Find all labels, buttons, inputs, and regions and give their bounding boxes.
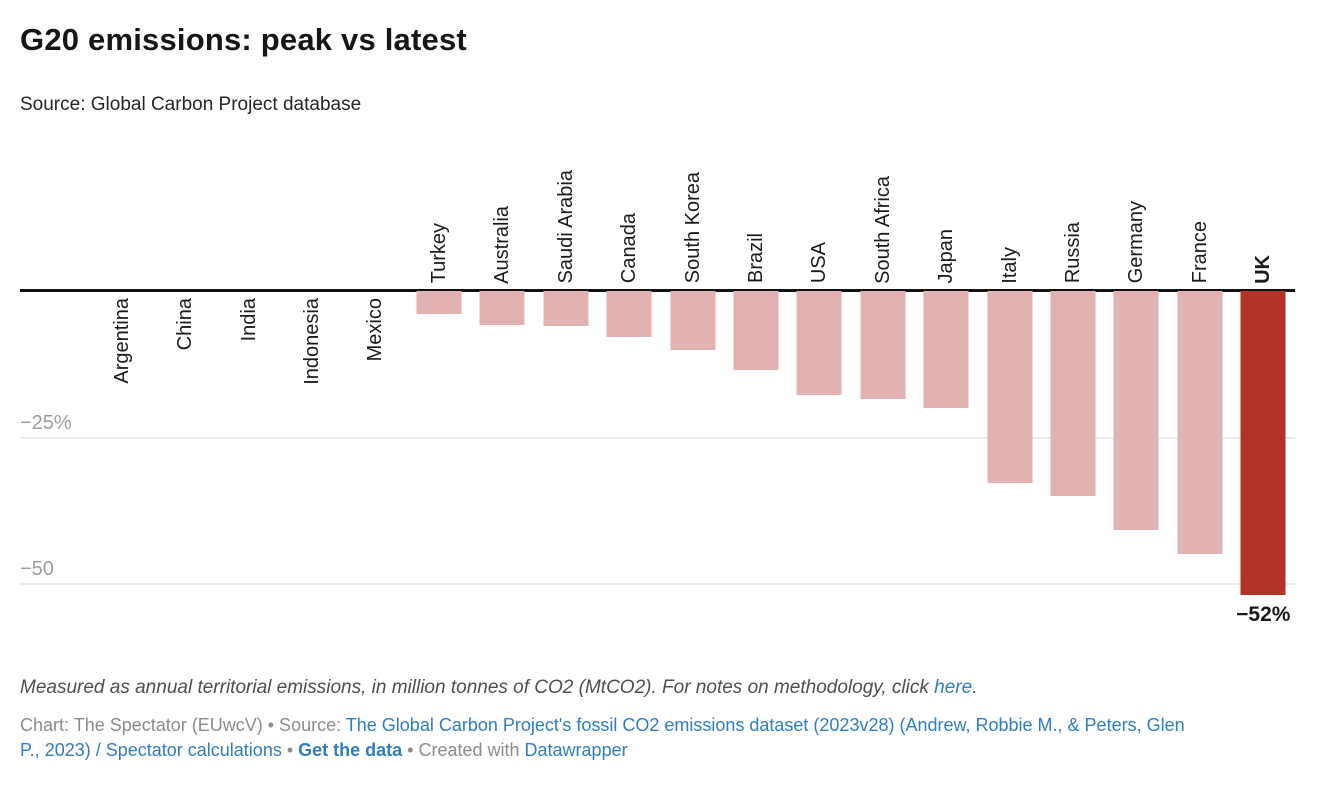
chart-title: G20 emissions: peak vs latest bbox=[20, 22, 467, 57]
category-label-uk: UK bbox=[1252, 254, 1275, 284]
bar-canada[interactable] bbox=[606, 291, 652, 338]
chart-column-turkey: Turkey bbox=[407, 130, 470, 630]
bar-usa[interactable] bbox=[796, 291, 842, 396]
bar-russia[interactable] bbox=[1050, 291, 1096, 497]
chart-column-brazil: Brazil bbox=[724, 130, 787, 630]
category-label-turkey: Turkey bbox=[427, 223, 450, 284]
bar-germany[interactable] bbox=[1113, 291, 1159, 530]
chart-column-argentina: Argentina bbox=[90, 130, 153, 630]
datawrapper-link[interactable]: Datawrapper bbox=[524, 740, 628, 761]
gridline-25 bbox=[20, 437, 1295, 440]
chart-column-saudi-arabia: Saudi Arabia bbox=[534, 130, 597, 630]
chart-column-china: China bbox=[153, 130, 216, 630]
bar-japan[interactable] bbox=[923, 291, 969, 409]
category-label-argentina: Argentina bbox=[110, 298, 133, 385]
credit-separator: • bbox=[281, 740, 299, 761]
bar-saudi-arabia[interactable] bbox=[543, 291, 589, 327]
bar-turkey[interactable] bbox=[416, 291, 462, 315]
category-label-germany: Germany bbox=[1125, 201, 1148, 284]
get-the-data-link[interactable]: Get the data bbox=[298, 740, 403, 761]
bar-france[interactable] bbox=[1177, 291, 1223, 554]
y-tick-label-25: −25% bbox=[20, 412, 72, 435]
category-label-france: France bbox=[1188, 221, 1211, 284]
chart-source-line: Source: Global Carbon Project database bbox=[20, 93, 362, 115]
category-label-russia: Russia bbox=[1062, 222, 1085, 284]
chart-column-australia: Australia bbox=[471, 130, 534, 630]
y-tick-label-50: −50 bbox=[20, 558, 54, 581]
category-label-mexico: Mexico bbox=[364, 298, 387, 362]
category-label-india: India bbox=[237, 298, 260, 342]
chart-column-mexico: Mexico bbox=[344, 130, 407, 630]
gridline-50 bbox=[20, 583, 1295, 586]
chart-column-uk: UK −52% bbox=[1232, 130, 1295, 630]
credit-prefix: Chart: The Spectator (EUwcV) • Source: bbox=[20, 715, 346, 736]
value-label-uk: −52% bbox=[1236, 603, 1291, 627]
bar-south-korea[interactable] bbox=[670, 291, 715, 351]
notes-text: Measured as annual territorial emissions… bbox=[20, 677, 935, 699]
chart-column-india: India bbox=[217, 130, 280, 630]
columns-layer: Argentina China India Indonesia Mexico Turkey… bbox=[90, 130, 1295, 630]
category-label-canada: Canada bbox=[618, 213, 641, 284]
category-label-italy: Italy bbox=[998, 246, 1021, 284]
chart-column-south-africa: South Africa bbox=[851, 130, 914, 630]
chart-notes: Measured as annual territorial emissions… bbox=[20, 675, 1295, 701]
category-label-saudi-arabia: Saudi Arabia bbox=[554, 170, 577, 284]
chart-column-south-korea: South Korea bbox=[661, 130, 724, 630]
credit-created-with: • Created with bbox=[402, 740, 525, 761]
chart-column-canada: Canada bbox=[597, 130, 660, 630]
category-label-south-africa: South Africa bbox=[871, 175, 894, 284]
source-dataset-link[interactable]: The Global Carbon Project's fossil CO2 e… bbox=[20, 715, 1185, 761]
bar-brazil[interactable] bbox=[733, 291, 779, 370]
chart-column-usa: USA bbox=[788, 130, 851, 630]
bar-italy[interactable] bbox=[987, 291, 1033, 484]
chart-column-germany: Germany bbox=[1105, 130, 1168, 630]
category-label-indonesia: Indonesia bbox=[300, 298, 323, 386]
bar-chart: −25% −50 Argentina China India Indonesia Mexi… bbox=[20, 130, 1295, 630]
chart-column-japan: Japan bbox=[914, 130, 977, 630]
chart-column-russia: Russia bbox=[1041, 130, 1104, 630]
category-label-china: China bbox=[174, 298, 197, 351]
chart-credit: Chart: The Spectator (EUwcV) • Source: T… bbox=[20, 713, 1200, 763]
chart-column-indonesia: Indonesia bbox=[280, 130, 343, 630]
bar-uk[interactable] bbox=[1240, 291, 1286, 596]
x-axis-line bbox=[20, 289, 1295, 293]
chart-column-italy: Italy bbox=[978, 130, 1041, 630]
category-label-usa: USA bbox=[808, 242, 831, 284]
chart-card: G20 emissions: peak vs latest Source: Gl… bbox=[20, 22, 1295, 763]
category-label-brazil: Brazil bbox=[744, 233, 767, 284]
category-label-australia: Australia bbox=[491, 205, 514, 284]
bar-south-africa[interactable] bbox=[860, 291, 906, 399]
notes-period: . bbox=[972, 677, 978, 699]
chart-column-france: France bbox=[1168, 130, 1231, 630]
category-label-japan: Japan bbox=[935, 228, 958, 284]
category-label-south-korea: South Korea bbox=[681, 172, 704, 284]
bar-australia[interactable] bbox=[479, 291, 525, 325]
methodology-link[interactable]: here bbox=[934, 677, 973, 699]
